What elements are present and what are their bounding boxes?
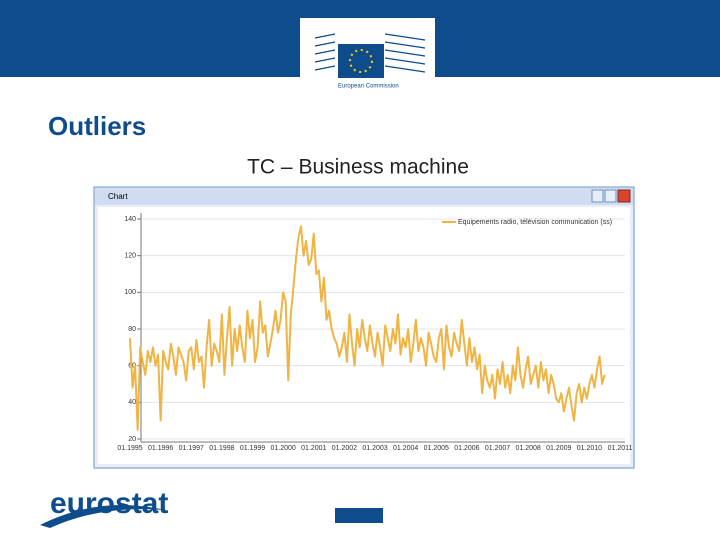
x-tick-label: 01.2003 <box>362 445 387 452</box>
x-tick-label: 01.1997 <box>179 445 204 452</box>
eurostat-swoosh <box>40 505 165 528</box>
footer: eurostat <box>40 487 383 528</box>
x-tick-label: 01.2004 <box>393 445 418 452</box>
x-tick-label: 01.1996 <box>148 445 173 452</box>
close-button[interactable] <box>617 189 631 203</box>
x-tick-label: 01.2006 <box>454 445 479 452</box>
y-tick-label: 40 <box>128 399 136 406</box>
y-tick-label: 20 <box>128 436 136 443</box>
logo-text: European Commission <box>338 84 399 90</box>
y-tick-label: 140 <box>124 216 136 223</box>
chart-title: TC – Business machine <box>247 156 469 179</box>
eurostat-logo: eurostat <box>50 487 168 520</box>
x-tick-label: 01.1999 <box>240 445 265 452</box>
x-tick-label: 01.2002 <box>332 445 357 452</box>
slide-title: Outliers <box>48 111 146 141</box>
y-tick-label: 100 <box>124 289 136 296</box>
x-tick-label: 01.2010 <box>577 445 602 452</box>
eu-stars <box>349 49 373 73</box>
x-tick-label: 01.2008 <box>515 445 540 452</box>
x-tick-label: 01.2009 <box>546 445 571 452</box>
legend-label: Equipements radio, télévision communicat… <box>458 219 612 226</box>
x-tick-label: 01.1995 <box>117 445 142 452</box>
footer-bar <box>335 508 383 523</box>
x-tick-label: 01.2000 <box>270 445 295 452</box>
ec-building <box>314 33 426 73</box>
window-titlebar <box>95 188 633 205</box>
y-tick-label: 80 <box>128 326 136 333</box>
window-title: Chart <box>108 192 128 201</box>
x-tick-label: 01.2011 <box>608 445 633 452</box>
x-tick-label: 01.1998 <box>209 445 234 452</box>
x-tick-label: 01.2005 <box>424 445 449 452</box>
y-tick-label: 120 <box>124 253 136 260</box>
data-line <box>129 225 606 431</box>
x-tick-label: 01.2001 <box>301 445 326 452</box>
x-tick-label: 01.2007 <box>485 445 510 452</box>
minimize-button[interactable] <box>591 189 604 203</box>
maximize-button[interactable] <box>604 189 617 203</box>
